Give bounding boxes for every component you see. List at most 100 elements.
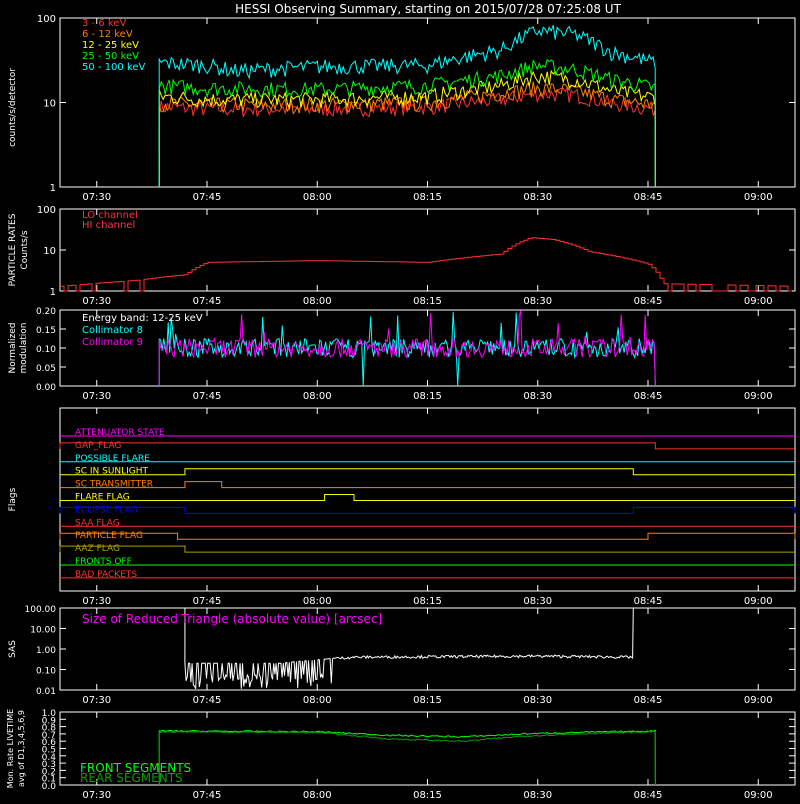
sas-ylabel: SAS bbox=[8, 640, 18, 658]
particle-series-lo bbox=[60, 237, 792, 292]
flag-particle-flag-trace bbox=[59, 532, 796, 540]
modul-xtick-label: 08:00 bbox=[303, 391, 332, 402]
live-ytick-label: 0.1 bbox=[42, 775, 56, 785]
flags-xtick-label: 08:30 bbox=[523, 596, 552, 607]
particle-xtick-label: 08:15 bbox=[413, 296, 442, 307]
live-ytick-label: 0.0 bbox=[42, 782, 57, 792]
counts-xtick-label: 07:30 bbox=[82, 192, 111, 203]
counts-ytick-label: 1 bbox=[50, 183, 56, 194]
flag-sc-transmitter-label: SC TRANSMITTER bbox=[75, 480, 153, 490]
flags-xtick-label: 08:45 bbox=[634, 596, 663, 607]
live-series-1 bbox=[158, 730, 656, 786]
counts-xtick-label: 08:30 bbox=[523, 192, 552, 203]
particle-ytick-label: 10 bbox=[43, 246, 56, 257]
counts-legend-4: 50 - 100 keV bbox=[82, 62, 146, 73]
live-xtick-label: 08:15 bbox=[413, 790, 442, 800]
modul-xtick-label: 08:15 bbox=[413, 391, 442, 402]
live-xtick-label: 08:30 bbox=[523, 790, 552, 800]
particle-legend-1: HI channel bbox=[82, 220, 135, 231]
sas-xtick-label: 09:00 bbox=[744, 695, 773, 706]
sas-xtick-label: 08:00 bbox=[303, 695, 332, 706]
counts-xtick-label: 09:00 bbox=[744, 192, 773, 203]
flag-sc-in-sunlight-label: SC IN SUNLIGHT bbox=[75, 467, 149, 477]
modul-ytick-label: 0.05 bbox=[36, 364, 56, 374]
counts-xtick-label: 08:45 bbox=[634, 192, 663, 203]
modul-series-1 bbox=[158, 310, 656, 387]
flag-flare-flag-label: FLARE FLAG bbox=[75, 493, 130, 503]
flag-sc-in-sunlight-trace bbox=[60, 468, 795, 476]
live-ytick-label: 0.5 bbox=[42, 746, 56, 756]
flag-gap-flag-trace bbox=[59, 442, 795, 450]
live-ytick-label: 0.3 bbox=[42, 760, 56, 770]
modul-legend-0: Collimator 8 bbox=[82, 325, 143, 336]
modul-ytick-label: 0.20 bbox=[36, 307, 56, 317]
sas-series bbox=[184, 607, 634, 690]
live-series-0 bbox=[158, 729, 656, 786]
live-ytick-label: 0.8 bbox=[42, 724, 57, 734]
counts-xtick-label: 07:45 bbox=[193, 192, 222, 203]
counts-series-2 bbox=[158, 69, 656, 188]
live-xtick-label: 08:00 bbox=[303, 790, 332, 800]
live-legend-1: REAR SEGMENTS bbox=[80, 771, 183, 785]
flag-eclipse-flag-label: ECLIPSE FLAG bbox=[75, 505, 138, 515]
particle-legend-0: LO channel bbox=[82, 210, 138, 221]
modul-xtick-label: 07:45 bbox=[193, 391, 222, 402]
modul-ylabel: Normalized bbox=[8, 322, 18, 373]
live-ytick-label: 0.6 bbox=[42, 738, 57, 748]
counts-legend-3: 25 - 50 keV bbox=[82, 51, 139, 62]
chart-title: HESSI Observing Summary, starting on 201… bbox=[235, 2, 621, 16]
modul-xtick-label: 08:30 bbox=[523, 391, 552, 402]
particle-ytick-label: 100 bbox=[37, 205, 56, 216]
flag-fronts-off-label: FRONTS OFF bbox=[75, 557, 132, 567]
flags-xtick-label: 08:15 bbox=[413, 596, 442, 607]
counts-series-3 bbox=[158, 58, 656, 188]
counts-series-4 bbox=[158, 25, 656, 188]
counts-xtick-label: 08:15 bbox=[413, 192, 442, 203]
modul-energy-band: Energy band: 12-25 keV bbox=[82, 313, 203, 324]
live-ylabel-2: avg of D1,3,4,5,6,9 bbox=[17, 710, 26, 787]
particle-ylabel-2: Counts/s bbox=[20, 230, 30, 269]
particle-xtick-label: 07:30 bbox=[82, 296, 111, 307]
sas-ytick-label: 1.00 bbox=[36, 646, 56, 656]
live-ytick-label: 0.7 bbox=[42, 731, 56, 741]
flag-eclipse-flag-trace bbox=[59, 506, 796, 514]
live-ylabel-1: Mon. Rate LIVETIME bbox=[6, 709, 15, 788]
modul-xtick-label: 07:30 bbox=[82, 391, 111, 402]
counts-ytick-label: 100 bbox=[37, 14, 56, 25]
sas-xtick-label: 08:15 bbox=[413, 695, 442, 706]
particle-xtick-label: 08:30 bbox=[523, 296, 552, 307]
flag-particle-flag-label: PARTICLE FLAG bbox=[75, 531, 143, 541]
flags-xtick-label: 07:30 bbox=[82, 596, 111, 607]
flags-ylabel: Flags bbox=[8, 487, 18, 511]
counts-xtick-label: 08:00 bbox=[303, 192, 332, 203]
flags-xtick-label: 07:45 bbox=[193, 596, 222, 607]
live-xtick-label: 07:45 bbox=[193, 790, 222, 800]
sas-label: Size of Reduced Triangle (absolute value… bbox=[82, 612, 382, 626]
particle-ytick-label: 1 bbox=[50, 287, 56, 298]
particle-xtick-label: 08:45 bbox=[634, 296, 663, 307]
live-ytick-label: 0.2 bbox=[42, 767, 56, 777]
live-ytick-label: 0.4 bbox=[42, 753, 57, 763]
modul-xtick-label: 09:00 bbox=[744, 391, 773, 402]
sas-ytick-label: 0.10 bbox=[36, 667, 56, 677]
live-ytick-label: 0.9 bbox=[42, 716, 57, 726]
live-xtick-label: 07:30 bbox=[82, 790, 111, 800]
flag-attenuator-state-label: ATTENUATOR STATE bbox=[75, 428, 165, 438]
flags-frame bbox=[59, 407, 796, 592]
live-xtick-label: 08:45 bbox=[634, 790, 663, 800]
sas-ytick-label: 0.01 bbox=[36, 687, 56, 697]
live-legend-0: FRONT SEGMENTS bbox=[80, 761, 191, 775]
modul-ytick-label: 0.00 bbox=[36, 383, 56, 393]
modul-legend-1: Collimator 9 bbox=[82, 337, 143, 348]
counts-series-1 bbox=[158, 81, 656, 188]
modul-ytick-label: 0.10 bbox=[36, 345, 56, 355]
flag-saa-flag-label: SAA FLAG bbox=[75, 518, 120, 528]
particle-xtick-label: 07:45 bbox=[193, 296, 222, 307]
counts-ylabel: counts/s/detector bbox=[8, 68, 18, 147]
particle-frame bbox=[59, 208, 796, 292]
flag-possible-flare-label: POSSIBLE FLARE bbox=[75, 454, 150, 464]
flag-sc-transmitter-trace bbox=[60, 481, 795, 489]
modul-ylabel-2: modulation bbox=[19, 323, 29, 374]
flag-aaz-flag-trace bbox=[59, 545, 795, 553]
counts-ytick-label: 10 bbox=[43, 99, 56, 110]
